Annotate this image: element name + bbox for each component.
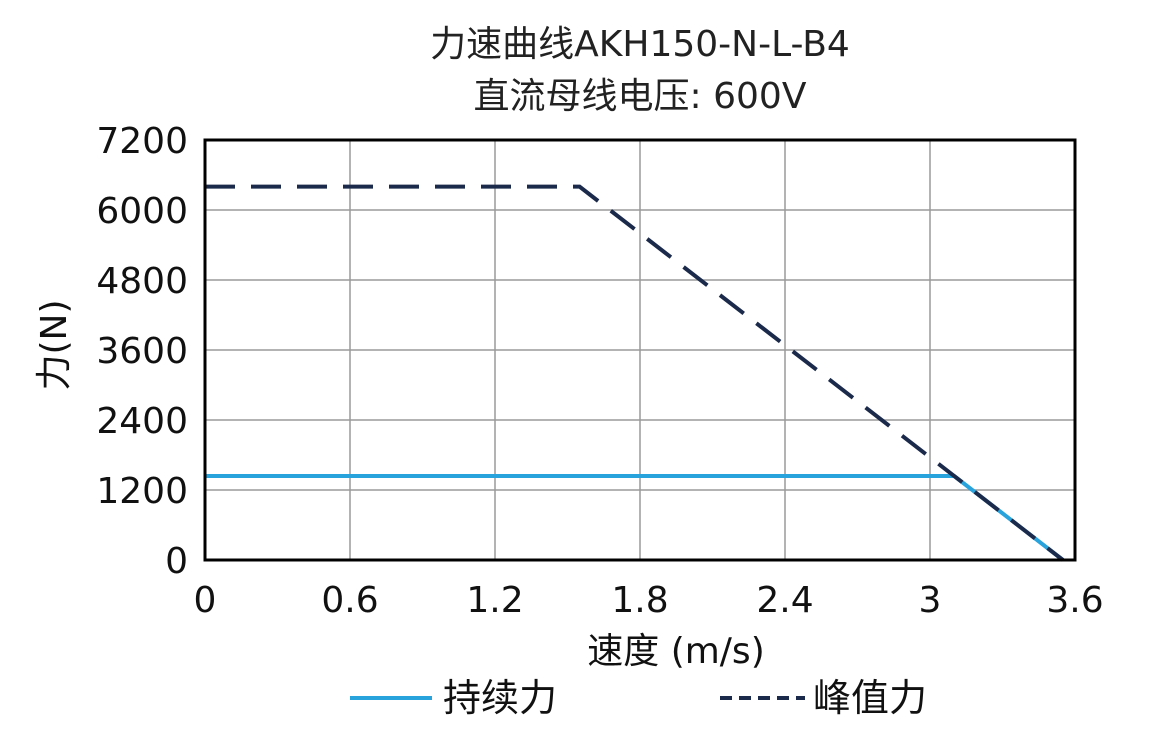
x-tick-label: 0	[194, 580, 217, 621]
x-tick-label: 3	[919, 580, 942, 621]
y-tick-label: 4800	[96, 261, 188, 302]
legend-label: 峰值力	[813, 676, 927, 720]
continuous-force-line	[205, 474, 1065, 562]
grid-lines	[205, 140, 1075, 560]
chart-title: 力速曲线AKH150-N-L-B4	[430, 24, 850, 65]
plot-frame	[203, 138, 1077, 562]
y-axis-label: 力(N)	[34, 299, 75, 390]
x-tick-label: 3.6	[1046, 580, 1103, 621]
chart-subtitle: 直流母线电压: 600V	[474, 76, 807, 117]
x-tick-label: 2.4	[756, 580, 813, 621]
tick-labels: 0 0.6 1.2 1.8 2.4 3 3.6 0 1200 2400 3600 4800 6000 72…	[96, 121, 1103, 621]
y-tick-label: 0	[165, 541, 188, 582]
x-tick-label: 1.2	[466, 580, 523, 621]
legend-label: 持续力	[443, 676, 557, 720]
y-tick-label: 6000	[96, 191, 188, 232]
y-tick-label: 7200	[96, 121, 188, 162]
x-tick-label: 1.8	[611, 580, 668, 621]
y-tick-label: 2400	[96, 401, 188, 442]
series-lines	[205, 184, 1065, 562]
peak-force-line	[205, 184, 1065, 562]
x-tick-label: 0.6	[321, 580, 378, 621]
y-tick-label: 1200	[96, 471, 188, 512]
x-axis-label: 速度 (m/s)	[587, 631, 765, 672]
legend: 持续力 峰值力	[350, 676, 927, 720]
y-tick-label: 3600	[96, 331, 188, 372]
